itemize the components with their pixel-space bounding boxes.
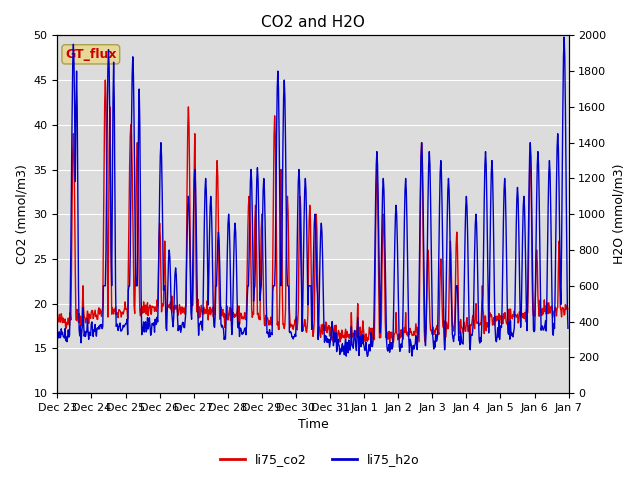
Title: CO2 and H2O: CO2 and H2O: [261, 15, 365, 30]
Legend: li75_co2, li75_h2o: li75_co2, li75_h2o: [215, 448, 425, 471]
X-axis label: Time: Time: [298, 419, 328, 432]
Text: GT_flux: GT_flux: [65, 48, 116, 61]
Y-axis label: H2O (mmol/m3): H2O (mmol/m3): [612, 164, 625, 264]
Y-axis label: CO2 (mmol/m3): CO2 (mmol/m3): [15, 164, 28, 264]
